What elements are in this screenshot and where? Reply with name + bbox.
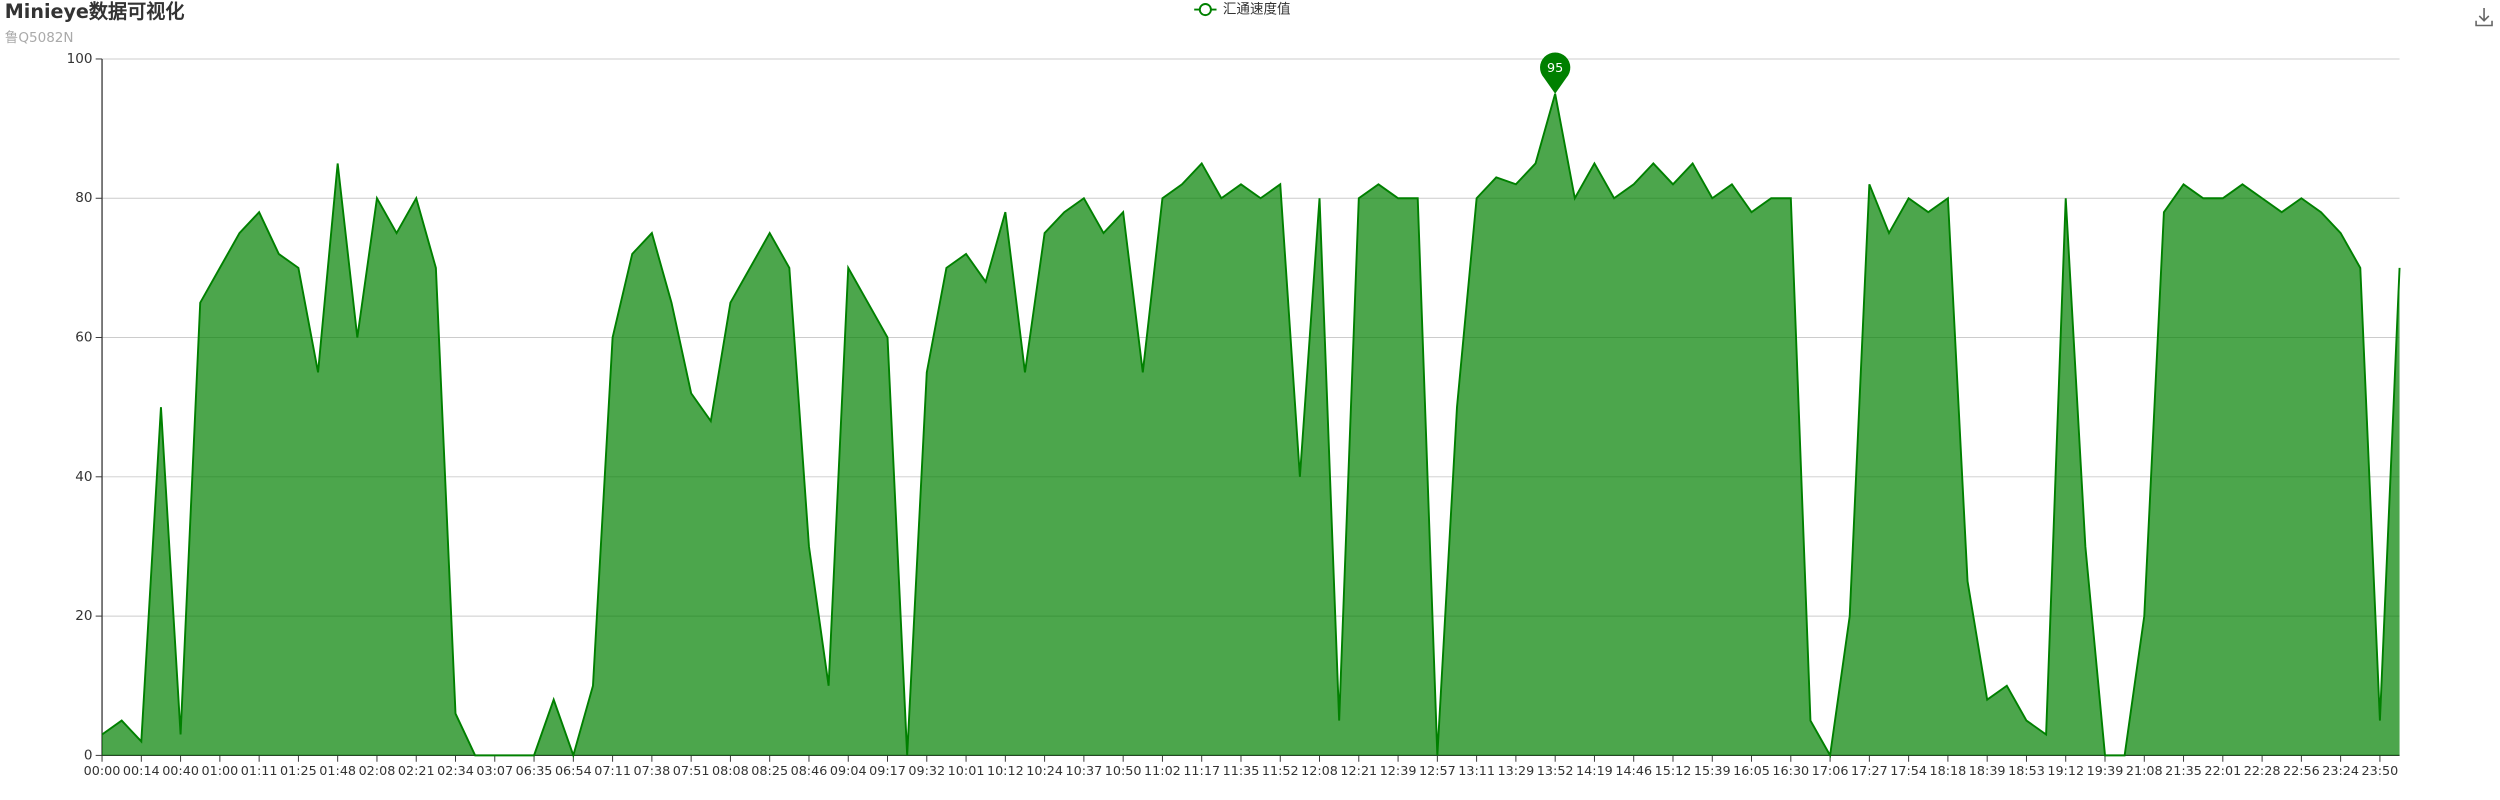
x-tick-label: 18:53 xyxy=(2008,764,2045,779)
chart-subtitle: 鲁Q5082N xyxy=(5,30,74,46)
x-tick-label: 00:40 xyxy=(162,764,199,779)
download-button[interactable] xyxy=(2475,7,2493,27)
x-tick-label: 22:01 xyxy=(2204,764,2241,779)
x-tick-label: 21:08 xyxy=(2126,764,2163,779)
x-tick-label: 14:19 xyxy=(1576,764,1613,779)
x-tick-label: 21:35 xyxy=(2165,764,2202,779)
x-tick-label: 12:57 xyxy=(1419,764,1456,779)
x-tick-label: 01:48 xyxy=(319,764,356,779)
x-tick-label: 03:07 xyxy=(476,764,513,779)
x-tick-label: 23:50 xyxy=(2362,764,2399,779)
x-tick-label: 10:01 xyxy=(948,764,985,779)
x-tick-label: 00:14 xyxy=(123,764,160,779)
x-tick-label: 17:54 xyxy=(1890,764,1927,779)
chart-title: Minieye数据可视化 xyxy=(5,0,185,23)
x-tick-label: 01:11 xyxy=(241,764,278,779)
x-tick-label: 22:56 xyxy=(2283,764,2320,779)
legend-label: 汇通速度值 xyxy=(1223,2,1291,18)
x-tick-label: 11:17 xyxy=(1183,764,1220,779)
download-icon[interactable] xyxy=(2475,7,2493,27)
x-tick-label: 13:11 xyxy=(1458,764,1495,779)
x-tick-label: 09:04 xyxy=(830,764,867,779)
x-tick-label: 11:52 xyxy=(1262,764,1299,779)
x-tick-label: 14:46 xyxy=(1615,764,1652,779)
y-tick-label: 100 xyxy=(67,51,93,67)
y-tick-label: 40 xyxy=(75,469,92,485)
area xyxy=(102,93,2400,756)
x-tick-label: 12:08 xyxy=(1301,764,1338,779)
x-tick-label: 07:51 xyxy=(673,764,710,779)
x-tick-label: 07:11 xyxy=(594,764,631,779)
x-tick-label: 02:21 xyxy=(398,764,435,779)
x-tick-label: 08:08 xyxy=(712,764,749,779)
x-tick-label: 10:24 xyxy=(1026,764,1063,779)
x-tick-label: 02:34 xyxy=(437,764,474,779)
x-tick-label: 15:39 xyxy=(1694,764,1731,779)
line xyxy=(101,93,2401,759)
x-tick-label: 06:35 xyxy=(516,764,553,779)
y-tick-label: 60 xyxy=(75,330,92,346)
x-tick-label: 13:29 xyxy=(1498,764,1535,779)
x-tick-label: 13:52 xyxy=(1537,764,1574,779)
x-tick-label: 18:39 xyxy=(1969,764,2006,779)
x-tick-label: 00:00 xyxy=(84,764,121,779)
x-tick-label: 10:50 xyxy=(1105,764,1142,779)
x-tick-label: 08:46 xyxy=(791,764,828,779)
y-tick-label: 80 xyxy=(75,190,92,206)
y-tick-label: 20 xyxy=(75,608,92,624)
x-tick-label: 02:08 xyxy=(359,764,396,779)
x-tick-label: 16:05 xyxy=(1733,764,1770,779)
x-tick-label: 12:21 xyxy=(1340,764,1377,779)
x-tick-label: 09:32 xyxy=(908,764,945,779)
max-marker-label: 95 xyxy=(1547,61,1563,76)
x-tick-label: 10:37 xyxy=(1066,764,1103,779)
x-tick-label: 01:25 xyxy=(280,764,317,779)
x-tick-label: 09:17 xyxy=(869,764,906,779)
x-tick-label: 15:12 xyxy=(1655,764,1692,779)
max-marker xyxy=(1540,52,1571,94)
x-tick-label: 01:00 xyxy=(201,764,238,779)
x-tick-label: 06:54 xyxy=(555,764,592,779)
x-tick-label: 17:06 xyxy=(1812,764,1849,779)
y-tick-label: 0 xyxy=(84,747,93,763)
x-tick-label: 08:25 xyxy=(751,764,788,779)
x-tick-label: 22:28 xyxy=(2244,764,2281,779)
x-tick-label: 19:12 xyxy=(2047,764,2084,779)
x-tick-label: 23:24 xyxy=(2322,764,2359,779)
x-tick-label: 18:18 xyxy=(1930,764,1967,779)
x-tick-label: 11:35 xyxy=(1223,764,1260,779)
x-tick-label: 11:02 xyxy=(1144,764,1181,779)
x-tick-label: 16:30 xyxy=(1772,764,1809,779)
x-tick-label: 10:12 xyxy=(987,764,1024,779)
x-tick-label: 19:39 xyxy=(2087,764,2124,779)
x-tick-label: 17:27 xyxy=(1851,764,1888,779)
x-tick-label: 12:39 xyxy=(1380,764,1417,779)
x-tick-label: 07:38 xyxy=(633,764,670,779)
legend-symbol xyxy=(1198,3,1212,17)
